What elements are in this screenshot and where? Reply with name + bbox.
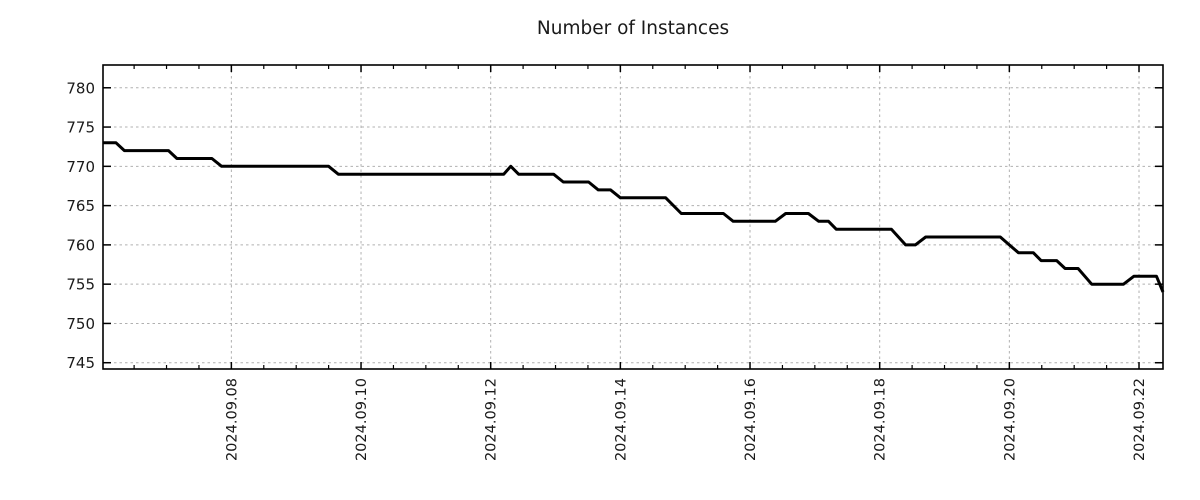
- y-tick-label: 745: [66, 354, 95, 372]
- x-tick-label: 2024.09.12: [484, 378, 500, 461]
- y-tick-label: 755: [66, 276, 95, 294]
- x-tick-label: 2024.09.14: [613, 378, 629, 461]
- y-tick-label: 750: [66, 315, 95, 333]
- y-tick-label: 760: [66, 236, 95, 254]
- x-tick-label: 2024.09.16: [743, 378, 759, 461]
- y-tick-label: 770: [66, 158, 95, 176]
- x-tick-label: 2024.09.10: [354, 378, 370, 461]
- x-tick-label: 2024.09.18: [873, 378, 889, 461]
- x-tick-label: 2024.09.22: [1132, 378, 1148, 461]
- x-tick-label: 2024.09.20: [1002, 378, 1018, 461]
- x-tick-label: 2024.09.08: [224, 378, 240, 461]
- y-tick-label: 780: [66, 79, 95, 97]
- y-tick-label: 765: [66, 197, 95, 215]
- chart-title: Number of Instances: [536, 18, 730, 39]
- series-line: [103, 141, 1165, 293]
- plot-border: [102, 64, 1164, 370]
- y-tick-label: 775: [66, 119, 95, 137]
